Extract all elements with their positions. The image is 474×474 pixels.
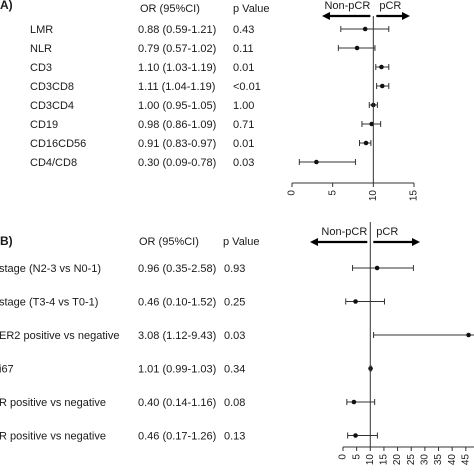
forest-plot-a: LMR 0.88 (0.59-1.21) 0.43 NLR 0.79 (0.57-1.0…: [30, 0, 420, 202]
row-label: CD3CD4: [30, 100, 74, 112]
point-estimate: [314, 159, 319, 165]
p-value-text: <0.01: [233, 81, 261, 93]
x-tick-label: 15: [379, 454, 390, 466]
or-ci-text: 1.11 (1.04-1.19): [138, 81, 215, 93]
point-estimate: [353, 299, 358, 304]
direction-label-right: pCR: [376, 226, 398, 238]
p-value-text: 0.13: [224, 431, 245, 443]
direction-label-left: Non-pCR: [324, 0, 370, 12]
row-label: R positive vs negative: [0, 431, 106, 443]
or-ci-text: 0.46 (0.17-1.26): [138, 431, 216, 443]
point-estimate: [362, 26, 368, 32]
or-ci-text: 0.91 (0.83-0.97): [138, 138, 216, 150]
p-value-text: 0.01: [233, 62, 254, 74]
or-ci-text: 0.46 (0.10-1.52): [138, 297, 216, 309]
point-estimate: [363, 140, 369, 146]
point-estimate: [351, 399, 357, 405]
p-value-text: 0.34: [224, 364, 245, 376]
or-header: OR (95%CI): [140, 3, 200, 15]
row-label: CD16CD56: [30, 138, 86, 150]
x-tick-label: 0: [338, 454, 349, 460]
p-value-text: 0.08: [224, 397, 245, 409]
p-value-text: 1.00: [233, 100, 254, 112]
p-value-text: 0.25: [224, 297, 245, 309]
or-ci-text: 1.00 (0.95-1.05): [138, 100, 216, 112]
p-value-header: p Value: [223, 236, 260, 248]
x-tick-label: 20: [392, 454, 403, 466]
forest-panel-b: B) OR (95%CI) p Value stage (N2-3 vs N0-…: [0, 222, 474, 474]
row-label: LMR: [30, 24, 53, 36]
p-value-header: p Value: [233, 3, 270, 15]
x-tick-label: 35: [433, 454, 444, 466]
row-label: R positive vs negative: [0, 397, 106, 409]
arrow-right-head: [412, 238, 420, 246]
or-ci-text: 3.08 (1.12-9.43): [138, 330, 216, 342]
forest-panel-a: A) OR (95%CI) p Value LMR 0.88 (0.59-1.21…: [0, 0, 474, 202]
panel-label: A): [0, 0, 13, 12]
or-ci-text: 1.10 (1.03-1.19): [138, 62, 216, 74]
panel-label: B): [0, 234, 13, 248]
or-ci-text: 0.98 (0.86-1.09): [138, 119, 216, 131]
x-tick-label: 10: [365, 454, 376, 466]
row-label: CD3CD8: [30, 81, 74, 93]
p-value-text: 0.11: [233, 43, 254, 55]
p-value-text: 0.03: [224, 330, 245, 342]
row-label: stage (N2-3 vs N0-1): [0, 263, 101, 275]
x-tick-label: 45: [460, 454, 471, 466]
x-tick-label: 5: [327, 190, 338, 196]
x-tick-label: 30: [420, 454, 431, 466]
point-estimate: [354, 45, 360, 51]
p-value-text: 0.03: [233, 157, 254, 169]
row-label: ER2 positive vs negative: [0, 330, 119, 342]
or-ci-text: 0.30 (0.09-0.78): [138, 157, 216, 169]
point-estimate: [466, 332, 471, 338]
arrow-left-head: [322, 12, 330, 20]
row-label: CD3: [30, 62, 52, 74]
direction-label-left: Non-pCR: [321, 226, 367, 238]
direction-label-right: pCR: [379, 0, 401, 12]
or-header: OR (95%CI): [139, 236, 199, 248]
x-tick-label: 40: [447, 454, 458, 466]
or-ci-text: 0.88 (0.59-1.21): [138, 24, 216, 36]
arrow-right-head: [402, 12, 410, 20]
row-label: i67: [0, 364, 14, 376]
x-tick-label: 5: [351, 454, 362, 460]
x-tick-label: 0: [287, 190, 298, 196]
p-value-text: 0.93: [224, 263, 245, 275]
or-ci-text: 0.40 (0.14-1.16): [138, 397, 216, 409]
point-estimate: [379, 64, 384, 70]
x-tick-label: 25: [406, 454, 417, 466]
or-ci-text: 1.01 (0.99-1.03): [138, 364, 216, 376]
p-value-text: 0.43: [233, 24, 254, 36]
row-label: CD4/CD8: [30, 157, 77, 169]
p-value-text: 0.01: [233, 138, 254, 150]
point-estimate: [374, 265, 380, 271]
point-estimate: [353, 433, 358, 438]
arrow-left-head: [310, 238, 318, 246]
x-tick-label: 15: [409, 190, 420, 202]
row-label: stage (T3-4 vs T0-1): [0, 297, 98, 309]
row-label: NLR: [30, 43, 52, 55]
forest-plot-b: stage (N2-3 vs N0-1) 0.96 (0.35-2.58) 0.93…: [0, 222, 474, 466]
row-label: CD19: [30, 119, 58, 131]
p-value-text: 0.71: [233, 119, 254, 131]
or-ci-text: 0.79 (0.57-1.02): [138, 43, 216, 55]
point-estimate: [379, 83, 385, 89]
x-tick-label: 10: [368, 190, 379, 202]
or-ci-text: 0.96 (0.35-2.58): [138, 263, 216, 275]
